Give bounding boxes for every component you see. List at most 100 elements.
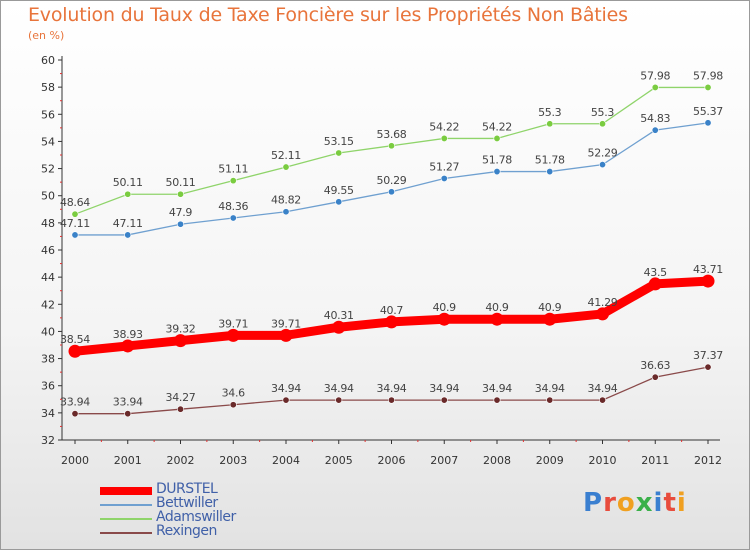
data-label-adamswiller: 55.3 — [538, 106, 562, 119]
data-label-bettwiller: 51.78 — [482, 154, 512, 167]
y-tick-label: 38 — [41, 353, 55, 366]
chart-title: Evolution du Taux de Taxe Foncière sur l… — [28, 4, 628, 26]
data-label-bettwiller: 54.83 — [640, 112, 670, 125]
point-durstel — [332, 320, 346, 334]
data-label-adamswiller: 57.98 — [693, 69, 723, 82]
data-label-durstel: 40.9 — [433, 301, 457, 314]
data-label-durstel: 38.93 — [113, 328, 143, 341]
point-bettwiller — [598, 161, 606, 169]
y-tick-label: 58 — [41, 81, 55, 94]
logo-letter: x — [635, 488, 654, 518]
data-label-bettwiller: 47.9 — [169, 206, 193, 219]
data-label-rexingen: 34.6 — [222, 387, 246, 400]
logo-letter: r — [603, 488, 617, 518]
point-rexingen — [177, 405, 185, 413]
point-rexingen — [651, 373, 659, 381]
data-label-rexingen: 37.37 — [693, 349, 723, 362]
x-tick-label: 2008 — [483, 454, 511, 467]
point-adamswiller — [651, 83, 659, 91]
point-rexingen — [229, 401, 237, 409]
point-bettwiller — [177, 220, 185, 228]
logo-letter: P — [583, 488, 604, 518]
data-label-rexingen: 34.94 — [588, 382, 618, 395]
x-tick-label: 2004 — [272, 454, 300, 467]
point-durstel — [648, 277, 662, 291]
data-label-durstel: 40.7 — [380, 304, 404, 317]
point-bettwiller — [229, 214, 237, 222]
point-rexingen — [282, 396, 290, 404]
x-tick-label: 2010 — [589, 454, 617, 467]
point-durstel — [490, 312, 504, 326]
point-adamswiller — [282, 163, 290, 171]
data-label-adamswiller: 57.98 — [640, 69, 670, 82]
data-label-durstel: 40.9 — [485, 301, 509, 314]
point-durstel — [121, 339, 135, 353]
point-bettwiller — [546, 168, 554, 176]
x-tick-label: 2002 — [167, 454, 195, 467]
y-tick-label: 44 — [41, 271, 55, 284]
point-bettwiller — [282, 208, 290, 216]
data-label-durstel: 40.9 — [538, 301, 562, 314]
y-tick-label: 46 — [41, 244, 55, 257]
point-bettwiller — [124, 231, 132, 239]
legend-swatch — [100, 518, 152, 520]
y-tick-label: 54 — [41, 135, 55, 148]
point-rexingen — [335, 396, 343, 404]
data-label-durstel: 39.71 — [218, 317, 248, 330]
point-bettwiller — [387, 188, 395, 196]
data-label-adamswiller: 51.11 — [218, 163, 248, 176]
x-tick-label: 2001 — [114, 454, 142, 467]
point-rexingen — [493, 396, 501, 404]
x-tick-label: 2006 — [378, 454, 406, 467]
legend-label: Adamswiller — [156, 509, 236, 525]
point-adamswiller — [71, 210, 79, 218]
point-durstel — [174, 334, 187, 348]
data-label-durstel: 39.71 — [271, 317, 301, 330]
data-label-durstel: 41.29 — [588, 296, 618, 309]
legend-swatch — [100, 532, 152, 534]
point-rexingen — [598, 396, 606, 404]
data-label-bettwiller: 52.29 — [588, 147, 618, 160]
data-label-rexingen: 34.94 — [482, 382, 512, 395]
legend-label: Bettwiller — [156, 495, 218, 511]
point-bettwiller — [71, 231, 79, 239]
point-rexingen — [71, 410, 79, 418]
data-label-bettwiller: 51.78 — [535, 154, 565, 167]
data-label-durstel: 40.31 — [324, 309, 354, 322]
point-bettwiller — [493, 168, 501, 176]
data-label-bettwiller: 47.11 — [113, 217, 143, 230]
data-label-durstel: 38.54 — [60, 333, 90, 346]
data-label-adamswiller: 50.11 — [113, 176, 143, 189]
logo-letter: i — [653, 488, 664, 518]
x-tick-label: 2011 — [641, 454, 669, 467]
data-label-adamswiller: 48.64 — [60, 196, 90, 209]
data-label-adamswiller: 55.3 — [591, 106, 615, 119]
point-adamswiller — [546, 120, 554, 128]
data-label-bettwiller: 55.37 — [693, 105, 723, 118]
point-durstel — [385, 315, 398, 329]
point-adamswiller — [124, 190, 132, 198]
data-label-bettwiller: 50.29 — [377, 174, 407, 187]
proxiti-logo: Proxiti — [583, 488, 687, 518]
point-rexingen — [440, 396, 448, 404]
chart-subtitle: (en %) — [28, 29, 65, 42]
y-tick-label: 34 — [41, 407, 55, 420]
y-tick-label: 52 — [41, 163, 55, 176]
point-adamswiller — [387, 142, 395, 150]
data-label-rexingen: 36.63 — [640, 359, 670, 372]
data-label-rexingen: 34.94 — [429, 382, 459, 395]
logo-letter: t — [663, 488, 677, 518]
point-durstel — [596, 307, 609, 321]
point-adamswiller — [335, 149, 343, 157]
data-label-bettwiller: 49.55 — [324, 184, 354, 197]
x-tick-label: 2007 — [430, 454, 458, 467]
point-bettwiller — [704, 119, 712, 127]
y-tick-label: 56 — [41, 108, 55, 121]
point-durstel — [68, 344, 82, 358]
legend-swatch — [100, 504, 152, 506]
legend-label: DURSTEL — [156, 481, 218, 497]
y-tick-label: 60 — [41, 54, 55, 67]
point-rexingen — [124, 410, 132, 418]
